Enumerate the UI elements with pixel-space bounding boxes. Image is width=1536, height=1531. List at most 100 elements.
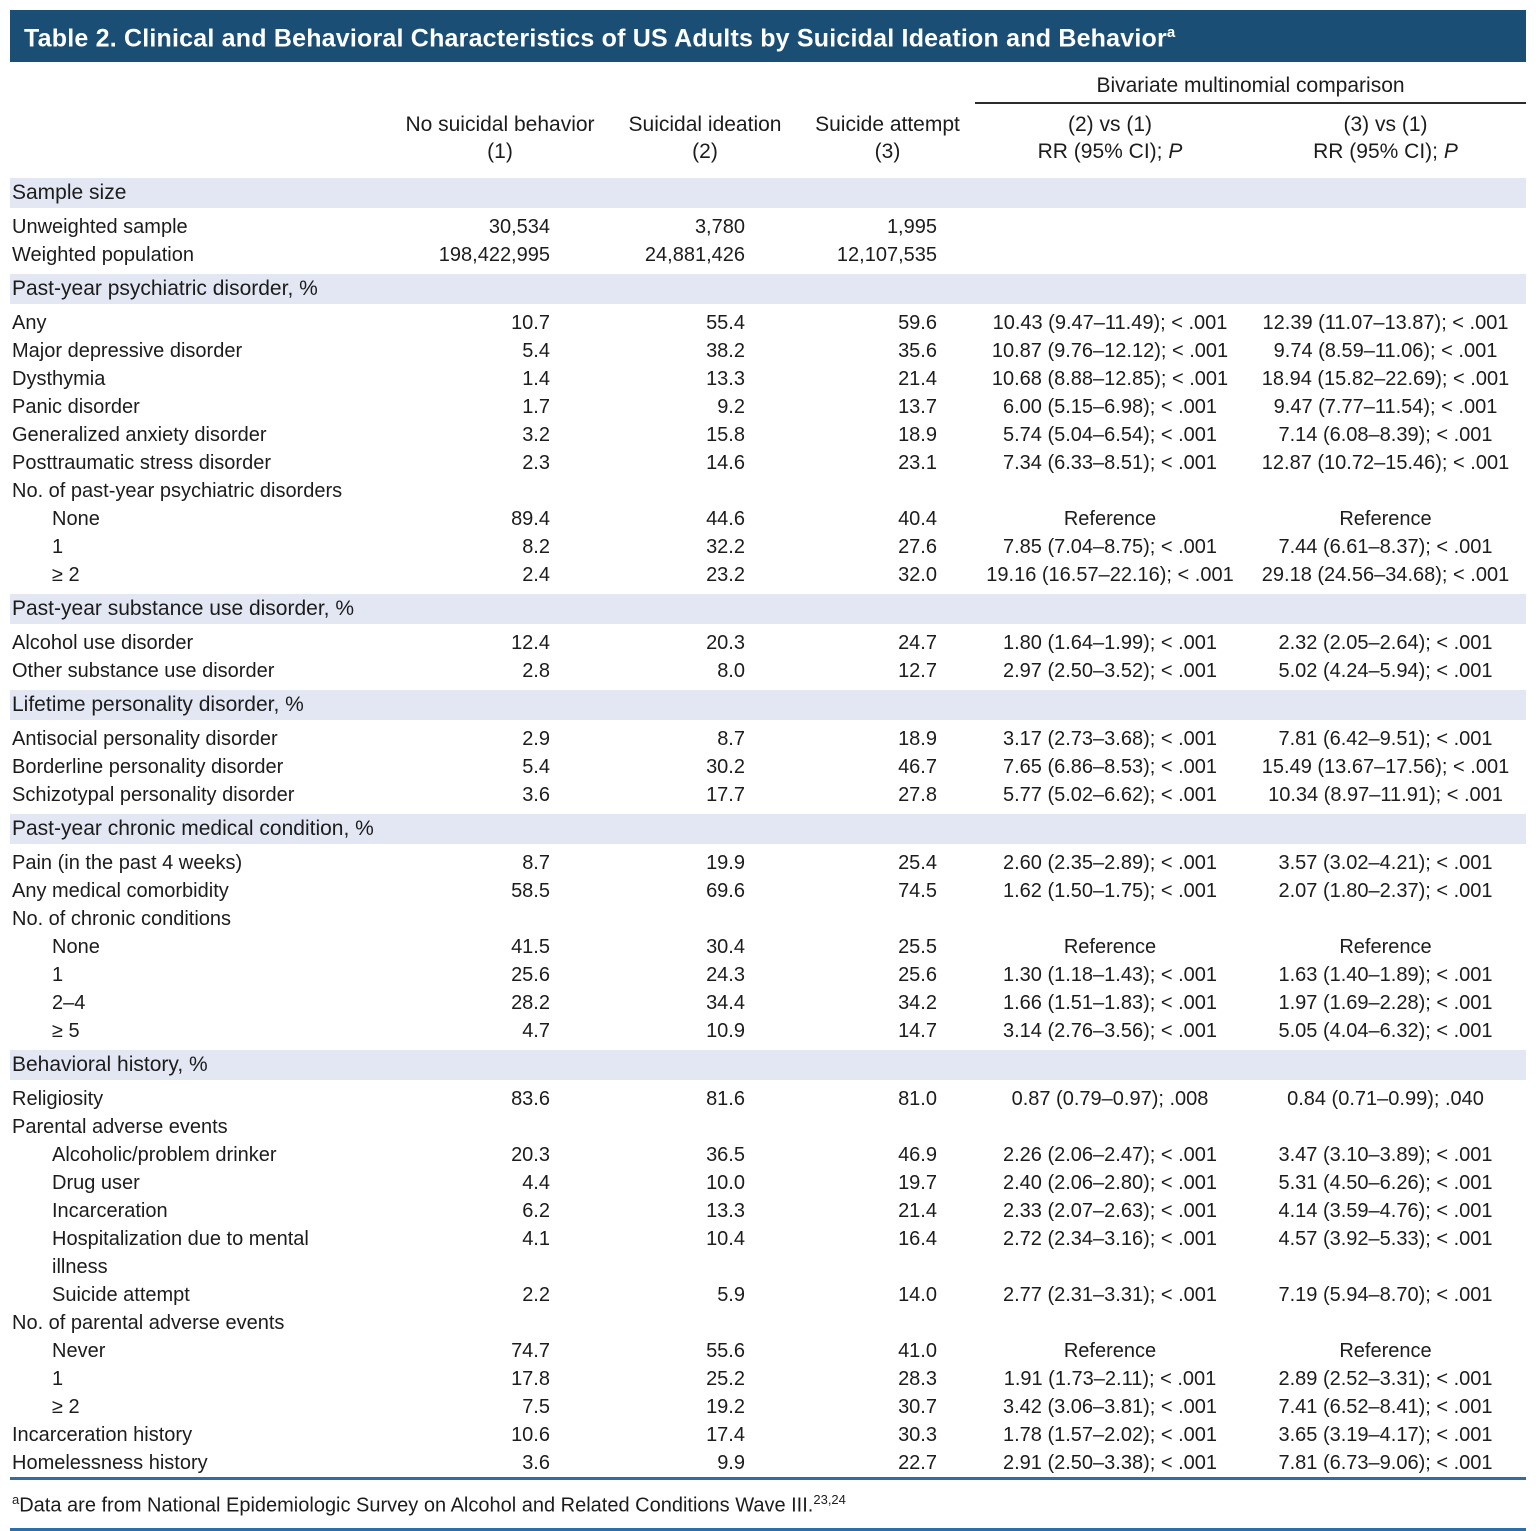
row-label: ≥ 2 <box>10 561 390 592</box>
cell-no-suicidal-behavior: 4.4 <box>522 1172 550 1195</box>
cell-rr-2-vs-1: 2.72 (2.34–3.16); < .001 <box>1002 1228 1218 1251</box>
footnote-references: 23,24 <box>813 1492 846 1508</box>
cell-no-suicidal-behavior: 198,422,995 <box>438 244 550 267</box>
row-label-text: Never <box>52 1340 106 1363</box>
table-row: Homelessness history 3.6 9.9 22.7 2.91 (2.50… <box>10 1449 1526 1477</box>
cell-suicidal-ideation <box>610 1309 800 1337</box>
cell-rr-2-vs-1: 5.77 (5.02–6.62); < .001 <box>1002 784 1218 807</box>
cell-rr-3-vs-1: 5.05 (4.04–6.32); < .001 <box>1278 1020 1493 1043</box>
row-label: 1 <box>10 961 390 989</box>
cell-rr-2-vs-1: 10.87 (9.76–12.12); < .001 <box>991 340 1229 363</box>
column-header-rr: RR (95% CI); <box>1037 140 1169 164</box>
table-row: ≥ 5 4.7 10.9 14.7 3.14 (2.76–3.56); < .001 5.… <box>10 1017 1526 1048</box>
cell-rr-3-vs-1 <box>1245 1309 1526 1337</box>
group-header-bivariate: Bivariate multinomial comparison <box>975 71 1526 105</box>
cell-suicide-attempt: 23.1 <box>898 452 937 475</box>
cell-suicide-attempt: 46.7 <box>898 756 937 779</box>
cell-rr-3-vs-1: 5.31 (4.50–6.26); < .001 <box>1278 1172 1493 1195</box>
cell-no-suicidal-behavior: 3.6 <box>522 1452 550 1475</box>
section-label: Behavioral history, % <box>10 1045 1526 1086</box>
row-label: Any <box>10 307 390 338</box>
row-label-text: Generalized anxiety disorder <box>12 424 267 447</box>
cell-rr-2-vs-1: 5.74 (5.04–6.54); < .001 <box>1002 424 1218 447</box>
cell-suicidal-ideation: 10.0 <box>706 1172 745 1195</box>
cell-no-suicidal-behavior: 12.4 <box>511 632 550 655</box>
cell-rr-3-vs-1: 2.07 (1.80–2.37); < .001 <box>1278 880 1493 903</box>
section-label: Past-year chronic medical condition, % <box>10 809 1526 850</box>
cell-rr-2-vs-1 <box>975 211 1245 242</box>
row-label: Generalized anxiety disorder <box>10 421 390 449</box>
column-header-label: No suicidal behavior <box>405 113 595 137</box>
cell-rr-3-vs-1: 7.19 (5.94–8.70); < .001 <box>1278 1284 1493 1307</box>
table-row: 1 17.8 25.2 28.3 1.91 (1.73–2.11); < .001 2.8… <box>10 1365 1526 1393</box>
row-label: Incarceration <box>10 1197 390 1225</box>
row-label-text: 2–4 <box>52 992 86 1015</box>
cell-no-suicidal-behavior: 28.2 <box>511 992 550 1015</box>
row-label-text: Major depressive disorder <box>12 340 243 363</box>
table-row: Posttraumatic stress disorder 2.3 14.6 23.1… <box>10 449 1526 477</box>
cell-suicidal-ideation: 23.2 <box>706 564 745 587</box>
cell-rr-2-vs-1: 3.17 (2.73–3.68); < .001 <box>1002 728 1218 751</box>
cell-suicide-attempt: 34.2 <box>898 992 937 1015</box>
column-header-2-vs-1: (2) vs (1) RR (95% CI); P <box>975 103 1245 178</box>
cell-no-suicidal-behavior: 25.6 <box>511 964 550 987</box>
row-label-text: Borderline personality disorder <box>12 756 284 779</box>
row-label: Unweighted sample <box>10 211 390 242</box>
cell-suicide-attempt: 81.0 <box>898 1088 937 1111</box>
cell-suicidal-ideation: 13.3 <box>706 368 745 391</box>
row-label-text: Other substance use disorder <box>12 660 275 683</box>
table-row: Drug user 4.4 10.0 19.7 2.40 (2.06–2.80); < … <box>10 1169 1526 1197</box>
cell-rr-3-vs-1: 7.41 (6.52–8.41); < .001 <box>1278 1396 1493 1419</box>
cell-rr-3-vs-1: 10.34 (8.97–11.91); < .001 <box>1268 784 1503 807</box>
cell-no-suicidal-behavior: 5.4 <box>522 340 550 363</box>
row-label-text: 1 <box>52 536 64 559</box>
cell-suicidal-ideation <box>610 905 800 933</box>
row-label: ≥ 5 <box>10 1017 390 1048</box>
column-header-label: (2) vs (1) <box>1068 113 1152 137</box>
row-label: 1 <box>10 1365 390 1393</box>
cell-no-suicidal-behavior: 2.2 <box>522 1284 550 1307</box>
row-label: None <box>10 933 390 961</box>
cell-rr-3-vs-1: 3.57 (3.02–4.21); < .001 <box>1278 852 1493 875</box>
subheader-row: No. of chronic conditions <box>10 905 1526 933</box>
cell-no-suicidal-behavior: 5.4 <box>522 756 550 779</box>
column-header-label: Suicidal ideation <box>628 113 782 137</box>
column-header-p: P <box>1443 140 1458 164</box>
cell-no-suicidal-behavior: 58.5 <box>511 880 550 903</box>
cell-suicide-attempt: 14.7 <box>898 1020 937 1043</box>
cell-suicidal-ideation: 14.6 <box>706 452 745 475</box>
cell-suicidal-ideation: 8.0 <box>717 660 745 683</box>
section-row: Sample size <box>10 173 1526 214</box>
cell-no-suicidal-behavior: 3.6 <box>522 784 550 807</box>
cell-no-suicidal-behavior: 1.7 <box>522 396 550 419</box>
cell-no-suicidal-behavior: 2.3 <box>522 452 550 475</box>
cell-suicidal-ideation: 19.9 <box>706 852 745 875</box>
subheader-row: No. of past-year psychiatric disorders <box>10 477 1526 505</box>
cell-suicidal-ideation: 20.3 <box>706 632 745 655</box>
cell-rr-3-vs-1: Reference <box>1339 508 1432 531</box>
cell-rr-2-vs-1: Reference <box>1063 936 1157 959</box>
row-label-text: Pain (in the past 4 weeks) <box>12 852 243 875</box>
row-label-text: Schizotypal personality disorder <box>12 784 295 807</box>
cell-no-suicidal-behavior: 4.1 <box>522 1228 550 1251</box>
cell-suicide-attempt: 13.7 <box>898 396 937 419</box>
cell-rr-2-vs-1: Reference <box>1063 508 1157 531</box>
cell-rr-2-vs-1: 2.40 (2.06–2.80); < .001 <box>1002 1172 1218 1195</box>
row-label-text: Posttraumatic stress disorder <box>12 452 271 475</box>
row-label: Major depressive disorder <box>10 337 390 365</box>
table-row: Dysthymia 1.4 13.3 21.4 10.68 (8.88–12.85); … <box>10 365 1526 393</box>
table-row: Major depressive disorder 5.4 38.2 35.6 10.8… <box>10 337 1526 365</box>
cell-rr-2-vs-1: 1.30 (1.18–1.43); < .001 <box>1002 964 1218 987</box>
cell-rr-3-vs-1: 12.87 (10.72–15.46); < .001 <box>1261 452 1510 475</box>
cell-no-suicidal-behavior: 10.7 <box>511 312 550 335</box>
cell-suicidal-ideation: 5.9 <box>717 1284 745 1307</box>
row-label-text: ≥ 2 <box>52 1396 80 1419</box>
row-label-text: 1 <box>52 1368 64 1391</box>
cell-suicidal-ideation: 25.2 <box>706 1368 745 1391</box>
table-header: Bivariate multinomial comparison No suic… <box>10 71 1526 178</box>
cell-no-suicidal-behavior: 10.6 <box>511 1424 550 1447</box>
row-label: Weighted population <box>10 241 390 272</box>
row-label: Any medical comorbidity <box>10 877 390 905</box>
table-footnote: aData are from National Epidemiologic Su… <box>10 1477 1526 1531</box>
